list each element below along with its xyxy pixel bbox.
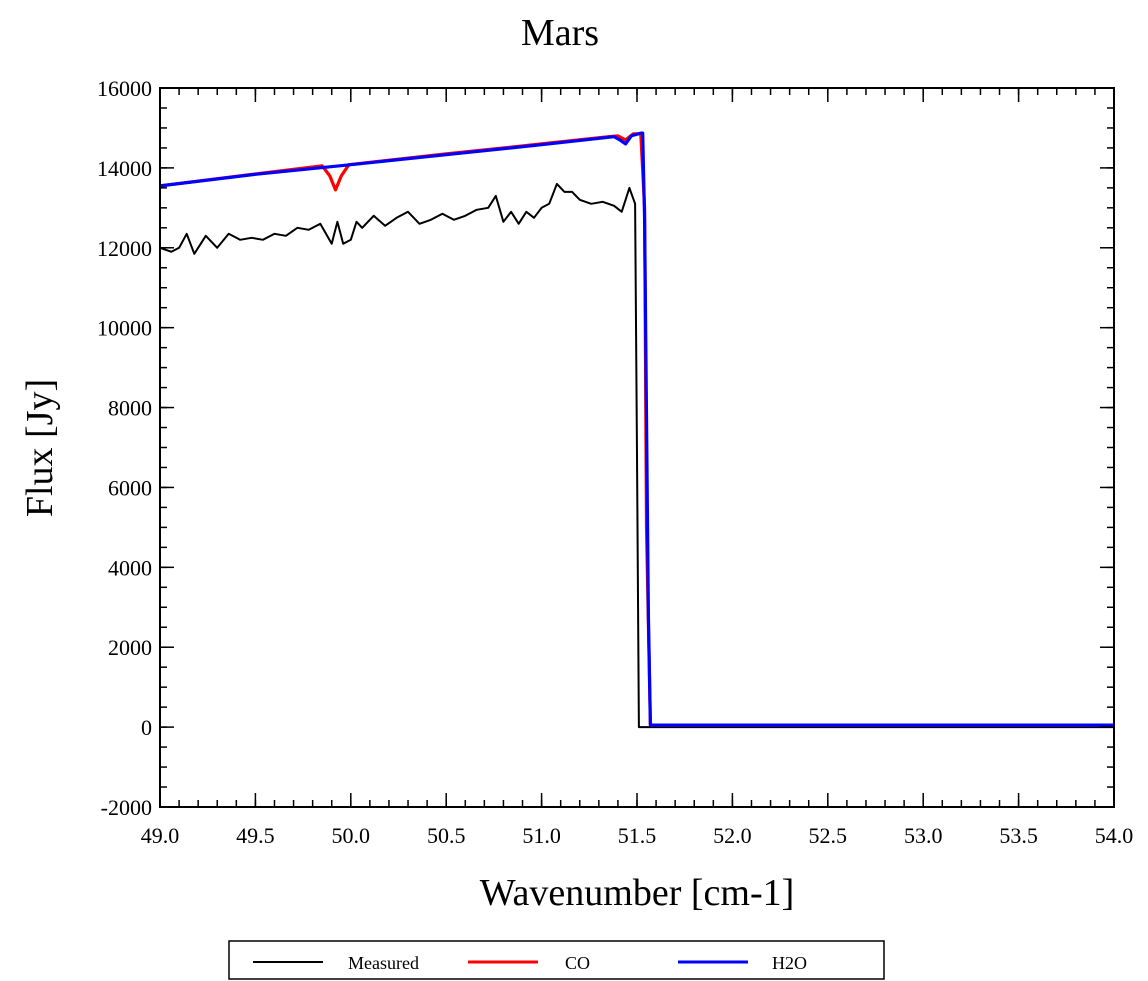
x-tick-label: 49.5 bbox=[236, 823, 275, 848]
y-tick-label: 16000 bbox=[97, 76, 152, 101]
legend: Measured CO H2O bbox=[228, 940, 885, 980]
tick-labels-layer: 49.0 49.5 50.0 50.5 51.0 51.5 52.0 52.5 53.0 53.5… bbox=[97, 76, 1133, 848]
x-tick-label: 51.5 bbox=[618, 823, 657, 848]
series-line-measured bbox=[160, 182, 1114, 729]
y-tick-label: -2000 bbox=[101, 795, 152, 820]
x-tick-label: 51.0 bbox=[522, 823, 561, 848]
x-tick-label: 50.0 bbox=[332, 823, 371, 848]
legend-frame bbox=[228, 940, 885, 980]
x-axis-label: Wavenumber [cm-1] bbox=[480, 872, 795, 914]
y-tick-label: 4000 bbox=[108, 555, 152, 580]
x-tick-label: 49.0 bbox=[141, 823, 180, 848]
y-axis-label: Flux [Jy] bbox=[19, 379, 61, 517]
chart-title: Mars bbox=[521, 12, 599, 54]
x-tick-label: 53.5 bbox=[999, 823, 1038, 848]
y-tick-label: 10000 bbox=[97, 316, 152, 341]
y-tick-label: 0 bbox=[141, 715, 152, 740]
x-tick-label: 50.5 bbox=[427, 823, 466, 848]
x-tick-label: 54.0 bbox=[1095, 823, 1134, 848]
x-tick-label: 52.5 bbox=[809, 823, 848, 848]
x-tick-label: 53.0 bbox=[904, 823, 943, 848]
y-tick-label: 12000 bbox=[97, 236, 152, 261]
legend-label-co: CO bbox=[565, 953, 590, 973]
y-tick-label: 6000 bbox=[108, 475, 152, 500]
x-tick-label: 52.0 bbox=[713, 823, 752, 848]
y-tick-label: 2000 bbox=[108, 635, 152, 660]
y-tick-label: 8000 bbox=[108, 396, 152, 421]
legend-label-measured: Measured bbox=[348, 953, 419, 973]
series-layer bbox=[160, 131, 1114, 729]
legend-label-h2o: H2O bbox=[772, 953, 807, 973]
series-line-h2o bbox=[160, 131, 1114, 727]
y-tick-label: 14000 bbox=[97, 156, 152, 181]
plot-frame bbox=[159, 87, 1115, 808]
